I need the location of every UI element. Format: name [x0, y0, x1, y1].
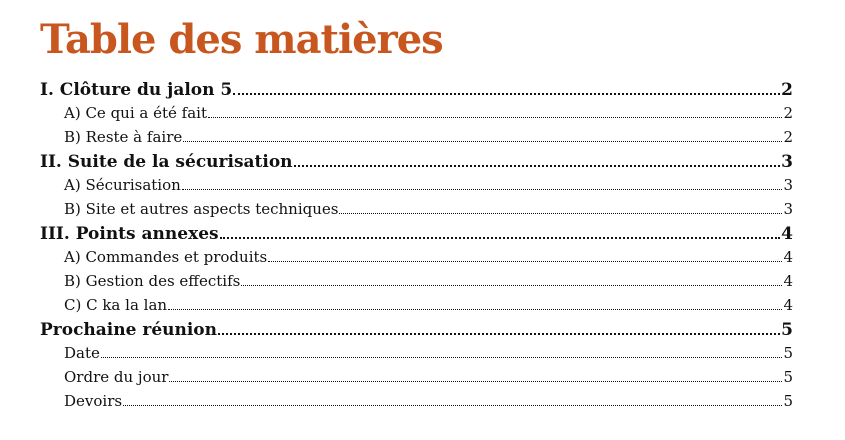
toc-entry-page-number: 4	[783, 296, 793, 314]
toc-dot-leader	[181, 189, 783, 190]
toc-entry-label: III. Points annexes	[40, 224, 219, 244]
toc-entry-section[interactable]: III. Points annexes 4	[40, 224, 793, 248]
toc-dot-leader	[218, 333, 781, 335]
toc-entry-page-number: 3	[783, 200, 793, 218]
toc-entry-label: Ordre du jour	[64, 368, 169, 386]
toc-dot-leader	[339, 213, 783, 214]
toc-entry-section[interactable]: II. Suite de la sécurisation 3	[40, 152, 793, 176]
toc-entry-section[interactable]: Prochaine réunion 5	[40, 320, 793, 344]
toc-entry-label: A) Commandes et produits	[64, 248, 268, 266]
toc-list: I. Clôture du jalon 5 2 A) Ce qui a été fa…	[40, 80, 793, 416]
toc-entry-page-number: 4	[781, 224, 793, 244]
toc-entry-label: II. Suite de la sécurisation	[40, 152, 293, 172]
toc-entry-subsection[interactable]: B) Reste à faire 2	[40, 128, 793, 152]
toc-entry-subsection[interactable]: B) Site et autres aspects techniques 3	[40, 200, 793, 224]
toc-entry-label: Prochaine réunion	[40, 320, 218, 340]
toc-dot-leader	[123, 405, 783, 406]
toc-entry-page-number: 5	[783, 344, 793, 362]
toc-title: Table des matières	[40, 16, 444, 63]
toc-entry-label: A) Ce qui a été fait	[64, 104, 207, 122]
toc-entry-label: I. Clôture du jalon 5	[40, 80, 233, 100]
toc-entry-page-number: 2	[781, 80, 793, 100]
toc-entry-label: C) C ka la lan	[64, 296, 168, 314]
table-of-contents: Table des matières I. Clôture du jalon 5…	[40, 12, 793, 416]
toc-dot-leader	[169, 381, 783, 382]
toc-entry-page-number: 5	[783, 392, 793, 410]
toc-dot-leader	[183, 141, 783, 142]
toc-entry-subsection[interactable]: B) Gestion des effectifs 4	[40, 272, 793, 296]
toc-dot-leader	[233, 93, 781, 95]
toc-dot-leader	[241, 285, 783, 286]
toc-entry-subsection[interactable]: Devoirs 5	[40, 392, 793, 416]
toc-dot-leader	[219, 237, 781, 239]
toc-entry-subsection[interactable]: C) C ka la lan 4	[40, 296, 793, 320]
toc-dot-leader	[293, 165, 781, 167]
toc-entry-label: B) Gestion des effectifs	[64, 272, 241, 290]
toc-entry-label: B) Reste à faire	[64, 128, 183, 146]
toc-entry-page-number: 4	[783, 248, 793, 266]
toc-dot-leader	[207, 117, 783, 118]
toc-entry-page-number: 5	[781, 320, 793, 340]
toc-dot-leader	[168, 309, 783, 310]
toc-entry-page-number: 4	[783, 272, 793, 290]
toc-entry-subsection[interactable]: Ordre du jour 5	[40, 368, 793, 392]
toc-entry-label: B) Site et autres aspects techniques	[64, 200, 339, 218]
toc-entry-page-number: 3	[781, 152, 793, 172]
toc-entry-page-number: 5	[783, 368, 793, 386]
toc-entry-page-number: 3	[783, 176, 793, 194]
toc-entry-subsection[interactable]: A) Commandes et produits 4	[40, 248, 793, 272]
toc-dot-leader	[268, 261, 783, 262]
toc-entry-subsection[interactable]: Date 5	[40, 344, 793, 368]
toc-entry-subsection[interactable]: A) Ce qui a été fait 2	[40, 104, 793, 128]
toc-entry-section[interactable]: I. Clôture du jalon 5 2	[40, 80, 793, 104]
toc-entry-page-number: 2	[783, 128, 793, 146]
toc-entry-label: Date	[64, 344, 100, 362]
toc-entry-label: A) Sécurisation	[64, 176, 181, 194]
toc-entry-page-number: 2	[783, 104, 793, 122]
toc-entry-label: Devoirs	[64, 392, 123, 410]
toc-entry-subsection[interactable]: A) Sécurisation 3	[40, 176, 793, 200]
toc-dot-leader	[100, 357, 783, 358]
